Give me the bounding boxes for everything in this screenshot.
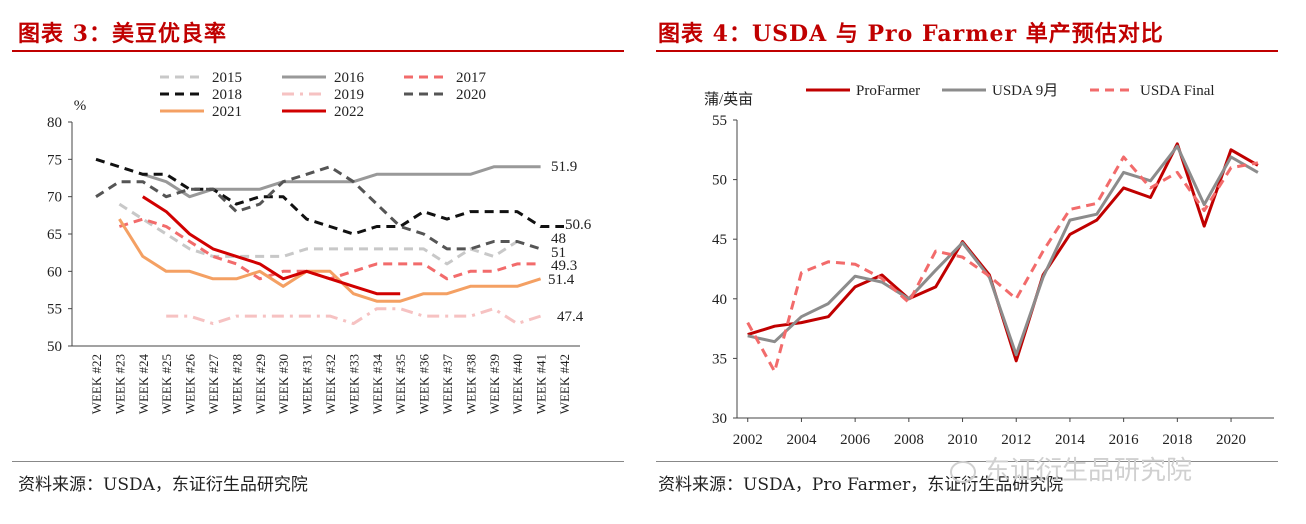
left-title-rule [12, 50, 624, 52]
series-line-2018 [95, 157, 564, 236]
legend-label-2022: 2022 [334, 104, 364, 120]
series-line-2021 [118, 218, 542, 303]
x-tick-label: 2020 [1216, 432, 1246, 448]
y-tick-label: 30 [712, 411, 727, 427]
left-figure-title: 图表 3：美豆优良率 [18, 21, 227, 47]
end-value-label-2020: 51 [551, 245, 566, 261]
legend-label-profarmer: ProFarmer [856, 83, 920, 99]
x-tick-label: WEEK #23 [112, 354, 127, 414]
x-tick-label: WEEK #24 [136, 354, 151, 415]
y-tick-label: 40 [712, 292, 727, 308]
x-tick-label: WEEK #26 [183, 354, 198, 415]
series-line-usda-9 [747, 144, 1259, 357]
x-tick-label: 2014 [1055, 432, 1086, 448]
end-value-label-2017: 49.3 [551, 258, 577, 274]
legend-label-2021: 2021 [212, 104, 242, 120]
wechat-icon [950, 460, 976, 483]
x-tick-label: 2006 [840, 432, 871, 448]
y-tick-label: 55 [712, 113, 727, 129]
x-tick-label: WEEK #25 [159, 354, 174, 414]
x-tick-label: 2012 [1001, 432, 1031, 448]
watermark-text: 东证衍生品研究院 [984, 456, 1193, 486]
x-tick-label: WEEK #28 [229, 354, 244, 414]
x-tick-label: 2010 [948, 432, 978, 448]
x-tick-label: 2002 [733, 432, 763, 448]
y-axis-unit: % [74, 98, 87, 114]
x-tick-label: WEEK #27 [206, 354, 221, 415]
x-tick-label: WEEK #37 [440, 354, 455, 415]
end-value-label-2015: 48 [551, 231, 566, 247]
x-tick-label: WEEK #39 [487, 354, 502, 414]
y-tick-label: 65 [47, 227, 62, 243]
x-tick-label: WEEK #41 [534, 354, 549, 414]
x-tick-label: WEEK #32 [323, 354, 338, 414]
watermark: 东证衍生品研究院 [950, 450, 1192, 487]
series-line-2020 [95, 165, 542, 251]
x-tick-label: 2008 [894, 432, 924, 448]
left-footer-rule [12, 461, 624, 462]
x-tick-label: WEEK #42 [557, 354, 572, 414]
y-tick-label: 55 [47, 302, 62, 318]
legend-label-2017: 2017 [456, 70, 487, 86]
legend-label-2016: 2016 [334, 70, 365, 86]
x-tick-label: WEEK #31 [300, 354, 315, 414]
end-value-label-2021: 51.4 [548, 272, 575, 288]
end-value-label-2016: 51.9 [551, 159, 577, 175]
series-line-2022 [141, 195, 401, 296]
legend-label-2018: 2018 [212, 87, 242, 103]
right-figure-title: 图表 4：USDA 与 Pro Farmer 单产预估对比 [658, 21, 1164, 47]
x-tick-label: WEEK #34 [370, 354, 385, 415]
yield-comparison-chart: 30 35 40 45 50 55 蒲/英亩 2002 2004 2006 2008 2010 2012… [704, 83, 1274, 448]
legend-label-2019: 2019 [334, 87, 364, 103]
legend-label-2015: 2015 [212, 70, 242, 86]
crop-rating-chart: 50 55 60 65 70 75 80% WEEK #22 WEEK #23 WEEK #24 W… [47, 70, 592, 415]
x-tick-label: WEEK #33 [346, 354, 361, 414]
y-tick-label: 50 [47, 339, 62, 355]
y-tick-label: 45 [712, 232, 727, 248]
series-line-usda-final [746, 155, 1259, 373]
y-tick-label: 75 [47, 152, 62, 168]
left-panel: 图表 3：美豆优良率 50 55 60 65 70 75 80% WEEK #22 WEEK #… [0, 0, 640, 524]
x-tick-label: 2016 [1109, 432, 1140, 448]
series-line-2015 [118, 202, 519, 266]
series-line-2016 [142, 165, 541, 199]
y-tick-label: 70 [47, 190, 62, 206]
end-value-label-2019: 47.4 [557, 309, 584, 325]
x-tick-label: WEEK #29 [253, 354, 268, 414]
x-tick-label: 2018 [1162, 432, 1192, 448]
series-line-2019 [166, 307, 542, 326]
end-value-label-2018: 50.6 [565, 217, 592, 233]
x-tick-label: WEEK #36 [417, 354, 432, 415]
legend-label-2020: 2020 [456, 87, 486, 103]
legend-label-usda-9: USDA 9月 [992, 83, 1058, 99]
y-tick-label: 80 [47, 115, 62, 131]
x-tick-label: 2004 [786, 432, 817, 448]
right-title-rule [656, 50, 1278, 52]
legend-label-usda-final: USDA Final [1140, 83, 1215, 99]
right-panel: 图表 4：USDA 与 Pro Farmer 单产预估对比 30 35 40 45 50… [652, 0, 1306, 524]
y-tick-label: 35 [712, 351, 727, 367]
x-tick-label: WEEK #38 [463, 354, 478, 414]
x-tick-label: WEEK #35 [393, 354, 408, 414]
x-tick-label: WEEK #40 [510, 354, 525, 414]
left-source-note: 资料来源：USDA，东证衍生品研究院 [18, 475, 308, 495]
y-axis-unit: 蒲/英亩 [704, 90, 753, 108]
x-tick-label: WEEK #30 [276, 354, 291, 414]
y-tick-label: 50 [712, 173, 727, 189]
x-tick-label: WEEK #22 [89, 354, 104, 414]
y-tick-label: 60 [47, 264, 62, 280]
